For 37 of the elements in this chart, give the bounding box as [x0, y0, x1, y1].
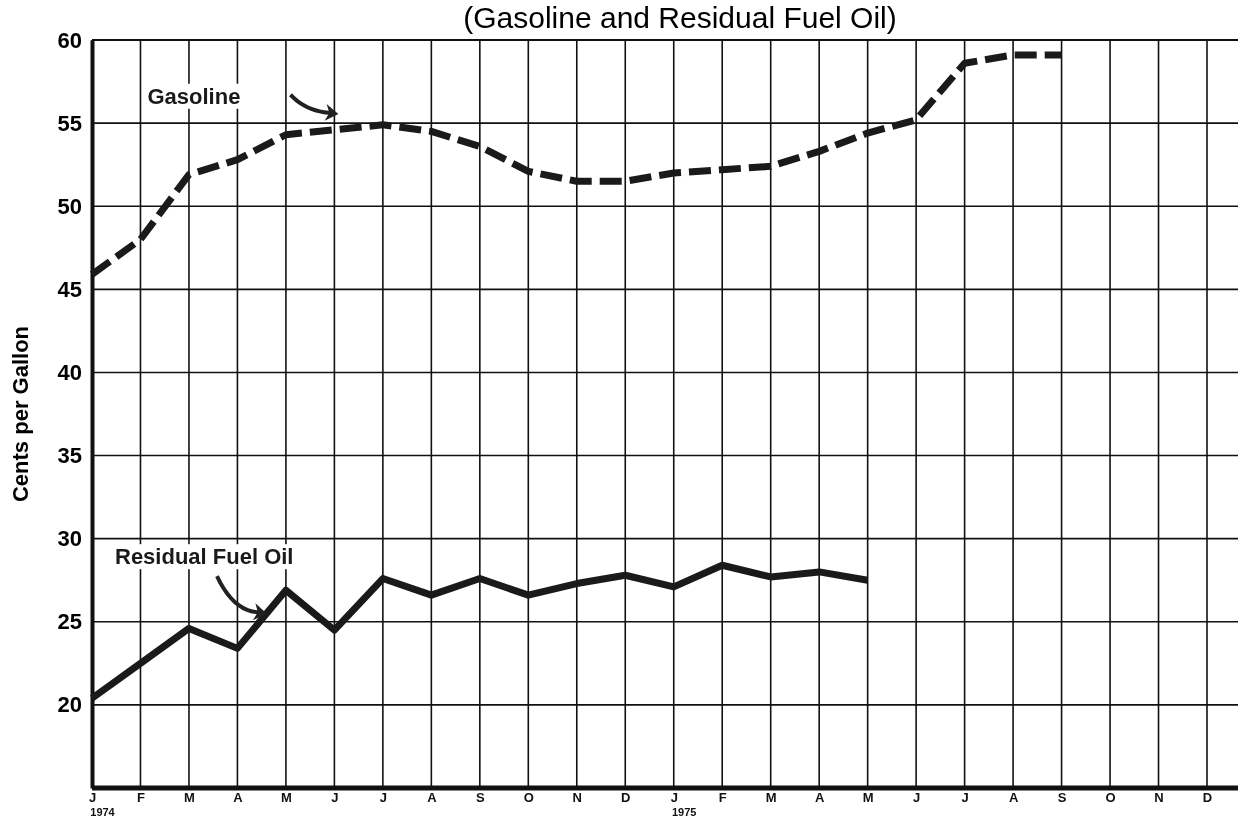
x-tick-label: N	[1154, 790, 1164, 805]
y-tick-label: 40	[57, 359, 82, 385]
x-tick-label: A	[1008, 790, 1019, 805]
x-tick-label: S	[1057, 790, 1067, 805]
x-tick-label: O	[523, 790, 534, 805]
x-tick-label: N	[572, 790, 582, 805]
x-tick-label: F	[718, 790, 727, 805]
x-tick-label: A	[233, 790, 244, 805]
x-tick-label: A	[814, 790, 825, 805]
series-label: Residual Fuel Oil	[115, 544, 294, 570]
chart-title: (Gasoline and Residual Fuel Oil)	[463, 1, 897, 34]
x-tick-label: J 1975	[670, 790, 697, 818]
x-tick-label: D	[621, 790, 631, 805]
x-tick-label: O	[1105, 790, 1116, 805]
x-tick-label: M	[280, 790, 292, 805]
y-tick-label: 30	[57, 526, 82, 552]
x-tick-label: M	[765, 790, 777, 805]
x-tick-label: F	[137, 790, 145, 805]
x-tick-label: M	[862, 790, 874, 805]
y-axis-title: Cents per Gallon	[8, 325, 33, 503]
x-tick-label: J	[961, 790, 969, 805]
y-tick-label: 60	[57, 27, 82, 53]
y-tick-label: 20	[57, 692, 82, 718]
y-tick-label: 45	[57, 276, 82, 302]
y-tick-label: 55	[57, 110, 82, 136]
x-tick-label: J 1974	[88, 790, 116, 818]
y-tick-label: 35	[57, 443, 82, 469]
x-tick-label: A	[427, 790, 438, 805]
x-tick-label: S	[475, 790, 485, 805]
x-tick-label: J	[331, 790, 339, 805]
legend-label: Gasoline	[147, 83, 241, 109]
x-tick-label: D	[1202, 790, 1213, 805]
y-tick-label: 25	[57, 609, 82, 635]
y-tick-label: 50	[57, 193, 82, 219]
x-tick-label: J	[379, 790, 387, 805]
x-tick-label: M	[184, 790, 195, 805]
x-tick-label: J	[913, 790, 921, 805]
